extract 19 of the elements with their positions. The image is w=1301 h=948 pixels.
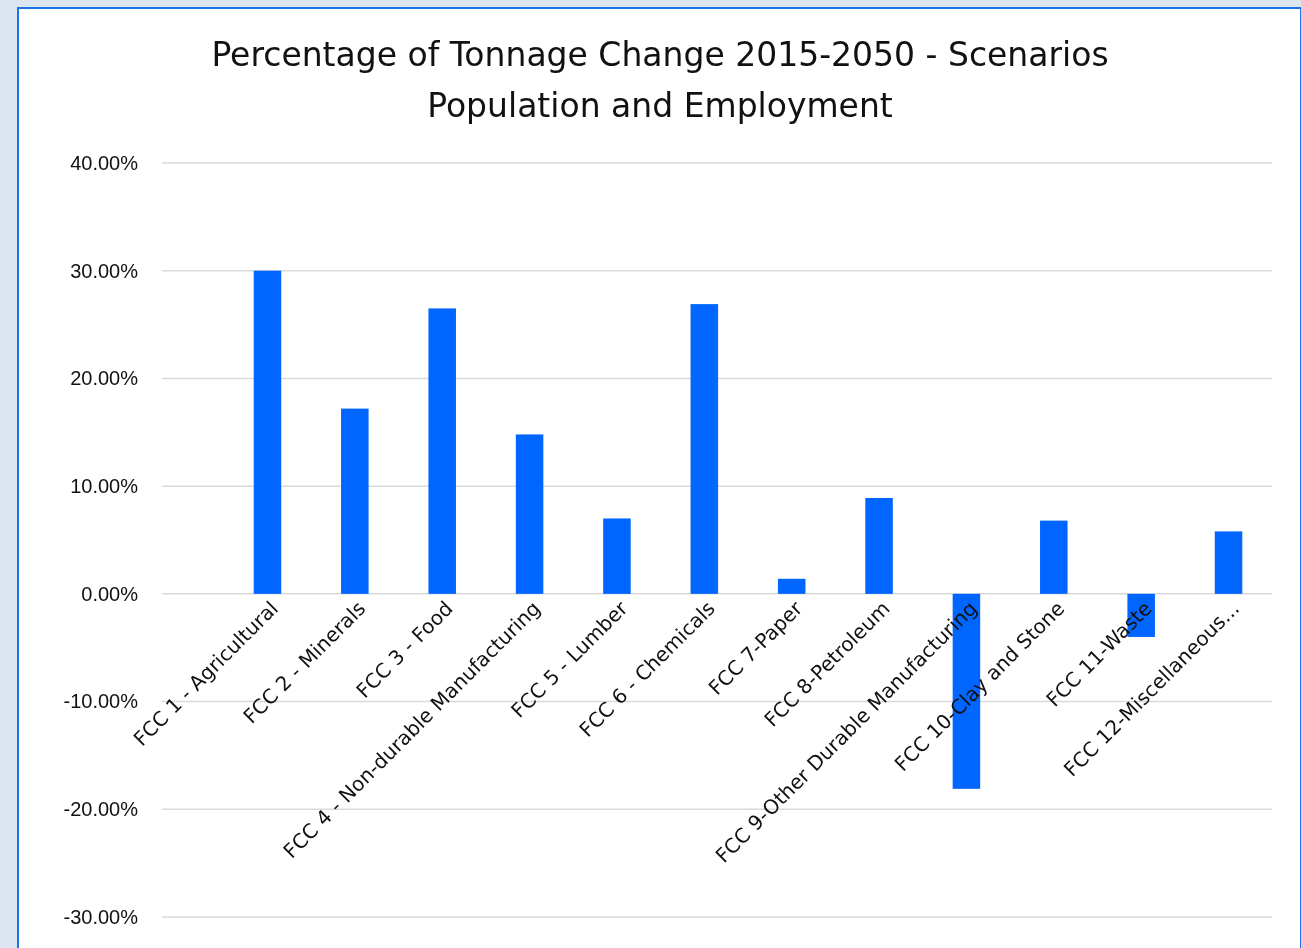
y-tick-label: 20.00% xyxy=(70,367,139,390)
y-tick-label: 30.00% xyxy=(70,259,139,282)
bar xyxy=(603,518,631,594)
y-tick-label: -20.00% xyxy=(63,798,139,821)
y-tick-label: 0.00% xyxy=(81,582,139,605)
bar xyxy=(341,408,369,594)
y-tick-label: 40.00% xyxy=(70,151,139,174)
chart-title: Percentage of Tonnage Change 2015-2050 - Scenarios Population and Employment xyxy=(211,35,1109,125)
y-tick-label: -10.00% xyxy=(63,690,139,713)
bar xyxy=(865,497,893,594)
bar xyxy=(777,578,806,594)
y-tick-label: 10.00% xyxy=(70,475,139,498)
y-tick-label: -30.00% xyxy=(63,905,139,928)
bar xyxy=(428,308,456,594)
bar xyxy=(515,434,544,594)
bar xyxy=(690,304,719,594)
bar xyxy=(1040,520,1068,594)
bar xyxy=(253,270,282,594)
bar xyxy=(1214,531,1243,594)
